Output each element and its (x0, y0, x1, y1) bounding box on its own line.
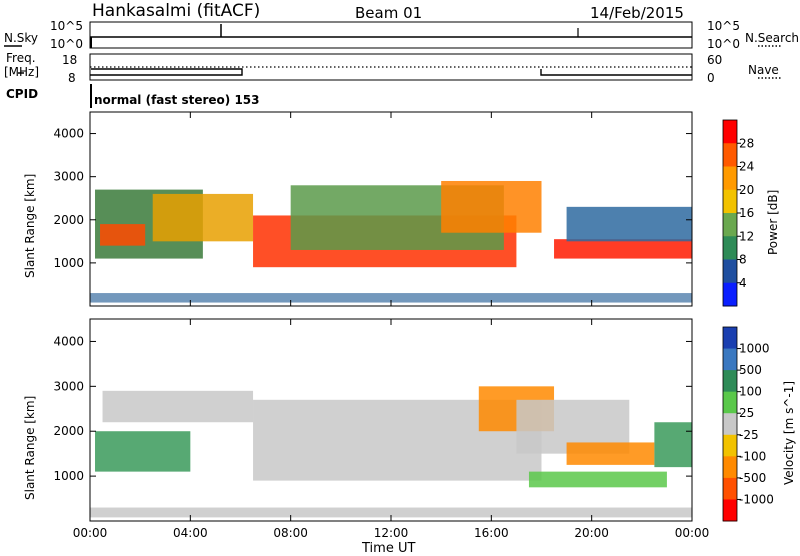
velocity-colorbar-label: Velocity [m s^-1] (782, 380, 796, 485)
power-colorbar-segment (723, 143, 737, 167)
power-colorbar-segment (723, 120, 737, 144)
velocity-colorbar-segment (723, 348, 737, 371)
nsky-panel-frame (89, 21, 693, 49)
freq-trace-left (90, 68, 243, 76)
cpid-label: CPID (6, 87, 39, 101)
power-echo-region-8 (90, 293, 692, 303)
power-ylabel: Slant Range [km] (23, 173, 37, 278)
time-tick-label: 00:00 (73, 526, 108, 540)
freq-tick-top: 18 (62, 53, 78, 67)
velocity-echo-region-6 (566, 442, 655, 465)
power-ytick-label: 2000 (53, 213, 84, 227)
power-colorbar-tick: 20 (739, 183, 754, 197)
velocity-colorbar-tick: -500 (739, 471, 766, 485)
velocity-colorbar-tick: -1000 (739, 492, 774, 506)
nsearch-tick-bottom: 10^0 (707, 37, 740, 51)
time-tick-label: 04:00 (173, 526, 208, 540)
power-echo-region-5 (441, 180, 542, 233)
velocity-ylabel: Slant Range [km] (23, 395, 37, 500)
power-echo-region-2 (152, 193, 254, 242)
power-ytick-label: 1000 (53, 256, 84, 270)
velocity-colorbar-tick: -25 (739, 428, 759, 442)
power-echo-region-1 (100, 224, 146, 246)
freq-label-1: Freq. (6, 51, 36, 65)
velocity-ytick-label: 3000 (53, 379, 84, 393)
nsearch-tick-top: 10^5 (707, 19, 740, 33)
power-colorbar-tick: 8 (739, 253, 747, 267)
velocity-colorbar-segment (723, 391, 737, 414)
velocity-echo-region-1 (95, 431, 191, 472)
power-colorbar-segment (723, 236, 737, 260)
power-colorbar-segment (723, 282, 737, 307)
nsearch-label: N.Search (745, 31, 800, 45)
velocity-colorbar-tick: -100 (739, 449, 766, 463)
nsky-tick-bottom: 10^0 (50, 37, 83, 51)
power-ytick-label: 4000 (53, 127, 84, 141)
time-tick-label: 12:00 (374, 526, 409, 540)
velocity-colorbar-segment (723, 413, 737, 436)
velocity-ytick-label: 1000 (53, 469, 84, 483)
nave-tick-bottom: 0 (707, 71, 715, 85)
power-colorbar-tick: 28 (739, 136, 754, 150)
time-tick-label: 16:00 (474, 526, 509, 540)
power-colorbar-label: Power [dB] (766, 189, 780, 255)
velocity-colorbar-segment (723, 477, 737, 500)
time-tick-label: 00:00 (675, 526, 710, 540)
freq-tick-bottom: 8 (68, 71, 76, 85)
velocity-echo-region-7 (528, 471, 667, 488)
power-echo-region-6 (554, 239, 692, 259)
velocity-colorbar-segment (723, 456, 737, 479)
power-ytick-label: 3000 (53, 170, 84, 184)
power-colorbar-segment (723, 213, 737, 237)
freq-label-2: [MHz] (4, 65, 40, 79)
nsky-tick-top: 10^5 (50, 19, 83, 33)
power-echo-region-7 (566, 206, 692, 242)
power-colorbar-tick: 24 (739, 160, 754, 174)
velocity-ytick-label: 2000 (53, 424, 84, 438)
velocity-colorbar-segment (723, 499, 737, 522)
freq-trace-right (540, 69, 692, 76)
power-colorbar-segment (723, 259, 737, 284)
nave-label: Nave (748, 63, 779, 77)
power-colorbar-tick: 4 (739, 276, 747, 290)
time-tick-label: 08:00 (273, 526, 308, 540)
beam-title: Beam 01 (355, 4, 423, 22)
date-title: 14/Feb/2015 (590, 4, 684, 22)
power-colorbar-segment (723, 166, 737, 191)
velocity-colorbar-tick: 1000 (739, 342, 770, 356)
station-title: Hankasalmi (fitACF) (92, 1, 261, 21)
velocity-echo-region-2 (102, 390, 254, 423)
velocity-echo-region-8 (654, 422, 692, 468)
time-tick-label: 20:00 (574, 526, 609, 540)
velocity-ytick-label: 4000 (53, 334, 84, 348)
velocity-colorbar-frame (722, 326, 738, 522)
velocity-echo-region-0 (90, 507, 692, 518)
velocity-colorbar-segment (723, 434, 737, 457)
cpid-text: normal (fast stereo) 153 (94, 93, 260, 107)
power-colorbar-tick: 12 (739, 229, 754, 243)
velocity-colorbar-tick: 500 (739, 363, 762, 377)
nave-tick-top: 60 (707, 53, 723, 67)
velocity-colorbar-segment (723, 370, 737, 393)
velocity-colorbar-segment (723, 327, 737, 350)
velocity-colorbar-tick: 100 (739, 385, 762, 399)
power-colorbar-segment (723, 189, 737, 214)
time-axis-label: Time UT (362, 541, 416, 556)
velocity-colorbar-tick: 25 (739, 406, 754, 420)
power-colorbar-tick: 16 (739, 206, 754, 220)
nsky-label: N.Sky (4, 31, 39, 45)
